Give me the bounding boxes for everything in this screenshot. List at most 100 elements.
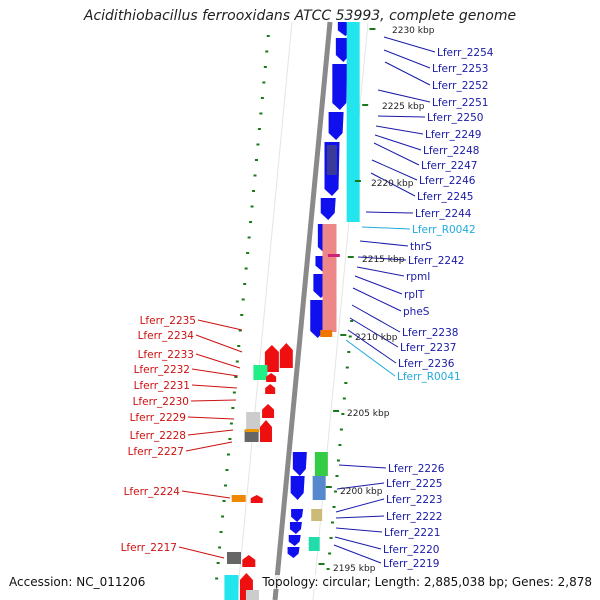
gc-dot: [231, 407, 235, 409]
reverse-cds-arrow[interactable]: [262, 404, 275, 418]
gc-dot: [244, 267, 248, 270]
gene-label[interactable]: Lferr_2251: [432, 97, 488, 109]
forward-cds-arrow[interactable]: [289, 522, 302, 534]
gene-label[interactable]: Lferr_2220: [383, 544, 439, 556]
reverse-cds-arrow[interactable]: [259, 420, 272, 442]
label-leader: [361, 226, 411, 230]
gc-dot: [215, 577, 219, 580]
gc-dot: [342, 397, 346, 400]
gene-label[interactable]: Lferr_2252: [432, 80, 488, 92]
gene-label[interactable]: Lferr_2246: [419, 175, 476, 187]
gene-label[interactable]: Lferr_2247: [421, 160, 477, 172]
gene-label[interactable]: Lferr_2236: [398, 358, 455, 370]
gene-label[interactable]: rpmI: [406, 271, 430, 283]
gene-label[interactable]: Lferr_2238: [402, 327, 458, 339]
gc-dot: [221, 515, 225, 518]
gc-dot: [332, 506, 336, 508]
gene-label[interactable]: Lferr_2231: [134, 380, 190, 392]
map-title: Acidithiobacillus ferrooxidans ATCC 5399…: [83, 8, 517, 24]
gene-label[interactable]: Lferr_2248: [423, 145, 479, 157]
cds-block[interactable]: [245, 590, 259, 600]
gene-label[interactable]: Lferr_2224: [124, 486, 181, 498]
scale-ticks: 2225 kbp 2220 kbp 2215 kbp 2210 kbp 2205 kbp…: [318, 26, 435, 574]
gc-dot: [222, 500, 226, 502]
cds-block[interactable]: [326, 145, 337, 175]
forward-cds-arrow[interactable]: [310, 300, 326, 338]
cds-block[interactable]: [320, 330, 333, 337]
cds-block[interactable]: [311, 509, 323, 521]
gene-label[interactable]: Lferr_2245: [417, 191, 473, 203]
gene-label[interactable]: Lferr_2222: [386, 511, 442, 523]
gene-label[interactable]: Lferr_2244: [415, 208, 472, 220]
gene-label[interactable]: Lferr_2225: [386, 478, 442, 490]
label-leader: [191, 368, 239, 377]
gene-label[interactable]: Lferr_2232: [134, 364, 190, 376]
scale-tick: [347, 256, 354, 258]
forward-cds-arrow[interactable]: [287, 547, 300, 558]
cds-block[interactable]: [244, 430, 259, 442]
gene-label[interactable]: Lferr_2227: [128, 446, 184, 458]
forward-cds-arrow[interactable]: [332, 64, 348, 110]
gene-label[interactable]: thrS: [410, 241, 432, 253]
cds-block[interactable]: [308, 537, 320, 551]
gc-dot: [235, 360, 239, 363]
cds-block[interactable]: [327, 254, 340, 257]
forward-cds-arrow[interactable]: [320, 198, 336, 220]
gc-dot: [328, 552, 332, 555]
label-leader: [336, 482, 385, 490]
gene-label[interactable]: Lferr_2254: [437, 47, 494, 59]
reverse-cds-arrow[interactable]: [242, 555, 256, 567]
cds-block[interactable]: [231, 495, 246, 502]
label-leader: [335, 498, 385, 513]
label-leader: [197, 319, 243, 331]
forward-cds-arrow[interactable]: [290, 476, 305, 500]
gene-label[interactable]: Lferr_2253: [432, 63, 488, 75]
cds-block[interactable]: [245, 429, 260, 432]
gene-label[interactable]: Lferr_2223: [386, 494, 442, 506]
gene-label[interactable]: Lferr_2235: [140, 315, 196, 327]
reverse-cds-arrow[interactable]: [279, 343, 293, 368]
gc-dot: [225, 469, 229, 471]
forward-cds-arrow[interactable]: [288, 535, 301, 546]
reverse-cds-arrow[interactable]: [265, 384, 276, 394]
left-gene-labels: Lferr_2235 Lferr_2234 Lferr_2233 Lferr_2232…: [121, 315, 196, 554]
cds-block[interactable]: [312, 476, 326, 500]
gc-dot: [259, 112, 263, 115]
rna-feature[interactable]: [346, 22, 360, 222]
gene-label[interactable]: Lferr_2242: [408, 255, 464, 267]
reverse-cds-arrow[interactable]: [266, 373, 277, 382]
gene-label[interactable]: Lferr_2237: [400, 342, 456, 354]
cds-block[interactable]: [246, 412, 261, 430]
gene-label[interactable]: Lferr_2228: [130, 430, 186, 442]
scale-tick: [369, 28, 376, 30]
gene-label[interactable]: Lferr_2221: [384, 527, 440, 539]
inner-guide-line: [236, 21, 293, 600]
label-leader: [351, 304, 401, 333]
label-leader: [181, 490, 231, 499]
cds-block[interactable]: [253, 365, 268, 380]
gene-label[interactable]: pheS: [403, 306, 430, 318]
cds-block[interactable]: [226, 552, 241, 564]
gene-label[interactable]: Lferr_2249: [425, 129, 481, 141]
gene-label[interactable]: Lferr_R0042: [412, 224, 476, 236]
gene-label[interactable]: Lferr_R0041: [397, 371, 461, 383]
scale-tick-label: 2210 kbp: [355, 333, 398, 343]
gene-label[interactable]: Lferr_2234: [138, 330, 195, 342]
gene-label[interactable]: Lferr_2226: [388, 463, 445, 475]
cds-block[interactable]: [314, 452, 328, 476]
reverse-cds-arrow[interactable]: [264, 345, 279, 372]
reverse-cds-arrow[interactable]: [250, 495, 263, 503]
gene-label[interactable]: Lferr_2229: [130, 412, 186, 424]
forward-cds-arrow[interactable]: [292, 452, 307, 476]
gene-label[interactable]: Lferr_2217: [121, 542, 177, 554]
gene-label[interactable]: Lferr_2230: [133, 396, 189, 408]
gene-label[interactable]: Lferr_2250: [427, 112, 483, 124]
forward-cds-arrow[interactable]: [328, 112, 344, 140]
gene-label[interactable]: rplT: [404, 289, 425, 301]
gene-label[interactable]: Lferr_2233: [138, 349, 194, 361]
forward-cds-arrow[interactable]: [291, 509, 304, 522]
gene-label[interactable]: Lferr_2219: [383, 558, 439, 570]
cds-block[interactable]: [322, 224, 337, 332]
rna-feature[interactable]: [224, 575, 239, 600]
